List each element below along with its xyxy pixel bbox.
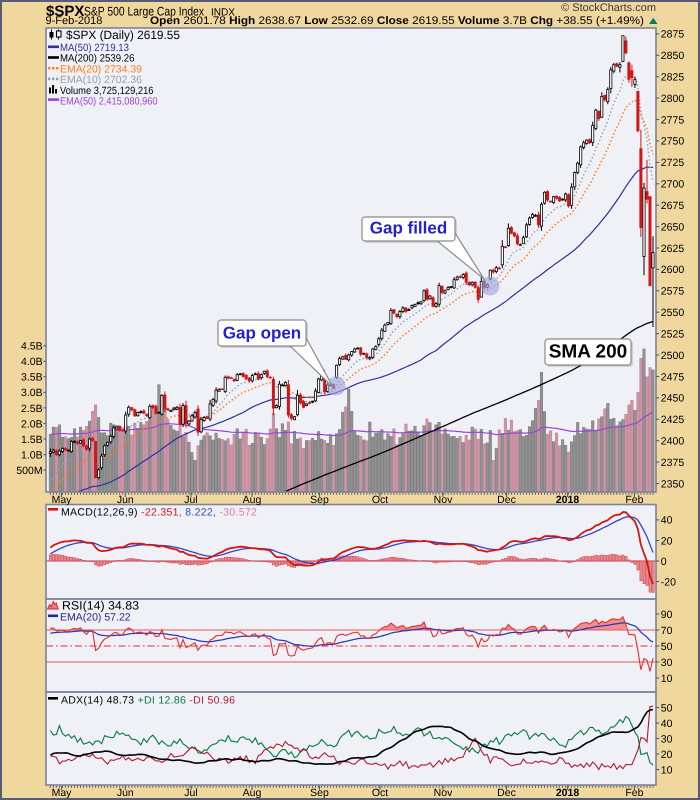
svg-text:10: 10 xyxy=(661,673,673,685)
svg-text:40: 40 xyxy=(661,718,673,730)
svg-text:2550: 2550 xyxy=(661,307,685,319)
svg-text:MA(200) 2539.26: MA(200) 2539.26 xyxy=(60,53,135,65)
svg-text:2575: 2575 xyxy=(661,286,685,298)
svg-text:Dec: Dec xyxy=(497,494,516,506)
svg-text:0: 0 xyxy=(661,556,667,568)
svg-text:2875: 2875 xyxy=(661,29,685,41)
svg-text:2400: 2400 xyxy=(661,435,685,447)
svg-text:Nov: Nov xyxy=(434,787,453,799)
svg-text:INDX: INDX xyxy=(211,7,235,19)
svg-text:$SPX (Daily) 2619.55: $SPX (Daily) 2619.55 xyxy=(66,28,180,42)
svg-text:90: 90 xyxy=(661,609,673,621)
svg-text:MACD(12,26,9) -22.351, 8.222,: MACD(12,26,9) -22.351, 8.222, -30.572 xyxy=(61,507,257,519)
svg-text:30: 30 xyxy=(661,733,673,745)
svg-text:2475: 2475 xyxy=(661,371,685,383)
svg-text:2018: 2018 xyxy=(556,787,580,799)
svg-text:2700: 2700 xyxy=(661,179,685,191)
svg-text:2650: 2650 xyxy=(661,221,685,233)
svg-text:30: 30 xyxy=(661,657,673,669)
svg-text:2500: 2500 xyxy=(661,350,685,362)
svg-text:RSI(14) 34.83: RSI(14) 34.83 xyxy=(62,599,139,613)
svg-text:$SPX: $SPX xyxy=(46,3,84,20)
svg-text:1.0B: 1.0B xyxy=(21,449,43,461)
svg-text:May: May xyxy=(52,494,73,506)
svg-text:EMA(20) 2734.39: EMA(20) 2734.39 xyxy=(60,63,142,75)
svg-text:Gap open: Gap open xyxy=(223,324,301,343)
svg-text:SMA 200: SMA 200 xyxy=(549,342,628,363)
svg-text:MA(50) 2719.13: MA(50) 2719.13 xyxy=(60,42,129,54)
svg-text:ADX(14) 48.73 +DI 12.86 -DI 50: ADX(14) 48.73 +DI 12.86 -DI 50.96 xyxy=(61,695,235,707)
svg-text:2450: 2450 xyxy=(661,393,685,405)
svg-text:2600: 2600 xyxy=(661,264,685,276)
svg-text:Sep: Sep xyxy=(310,494,329,506)
svg-text:10: 10 xyxy=(661,764,673,776)
svg-text:May: May xyxy=(52,787,73,799)
svg-text:2.5B: 2.5B xyxy=(21,403,43,415)
svg-text:Jun: Jun xyxy=(117,494,134,506)
svg-text:2375: 2375 xyxy=(661,457,685,469)
svg-text:2725: 2725 xyxy=(661,157,685,169)
svg-text:Aug: Aug xyxy=(243,787,262,799)
svg-text:1.5B: 1.5B xyxy=(21,434,43,446)
svg-text:20: 20 xyxy=(661,749,673,761)
svg-text:9-Feb-2018: 9-Feb-2018 xyxy=(46,15,103,27)
svg-text:2.0B: 2.0B xyxy=(21,418,43,430)
svg-text:© StockCharts.com: © StockCharts.com xyxy=(561,2,656,14)
svg-text:-20: -20 xyxy=(661,576,676,588)
svg-text:2675: 2675 xyxy=(661,200,685,212)
svg-text:2350: 2350 xyxy=(661,478,685,490)
svg-text:Sep: Sep xyxy=(310,787,329,799)
svg-text:4.0B: 4.0B xyxy=(21,356,43,368)
svg-text:3.0B: 3.0B xyxy=(21,387,43,399)
svg-text:500M: 500M xyxy=(16,465,42,477)
svg-text:2425: 2425 xyxy=(661,414,685,426)
svg-text:2775: 2775 xyxy=(661,114,685,126)
svg-text:Volume 3,725,129,216: Volume 3,725,129,216 xyxy=(60,85,154,97)
svg-text:4.5B: 4.5B xyxy=(21,341,43,353)
svg-text:S&P 500 Large Cap Index: S&P 500 Large Cap Index xyxy=(84,5,205,19)
svg-text:Aug: Aug xyxy=(243,494,262,506)
svg-text:Nov: Nov xyxy=(434,494,453,506)
svg-text:Jun: Jun xyxy=(117,787,134,799)
svg-text:40: 40 xyxy=(661,515,673,527)
svg-text:EMA(20) 57.22: EMA(20) 57.22 xyxy=(60,612,131,624)
svg-text:2825: 2825 xyxy=(661,72,685,84)
svg-text:50: 50 xyxy=(661,641,673,653)
svg-text:20: 20 xyxy=(661,535,673,547)
svg-text:Feb: Feb xyxy=(625,494,643,506)
svg-text:Gap filled: Gap filled xyxy=(370,219,447,238)
svg-text:EMA(50) 2,415,080,960: EMA(50) 2,415,080,960 xyxy=(60,96,158,108)
svg-text:2525: 2525 xyxy=(661,328,685,340)
svg-text:Dec: Dec xyxy=(497,787,516,799)
svg-text:2800: 2800 xyxy=(661,93,685,105)
svg-text:Jul: Jul xyxy=(184,494,197,506)
svg-text:2625: 2625 xyxy=(661,243,685,255)
svg-text:2750: 2750 xyxy=(661,136,685,148)
svg-text:Feb: Feb xyxy=(625,787,643,799)
svg-text:3.5B: 3.5B xyxy=(21,372,43,384)
svg-text:Oct: Oct xyxy=(372,494,388,506)
svg-text:2018: 2018 xyxy=(556,494,580,506)
svg-text:Jul: Jul xyxy=(184,787,197,799)
svg-text:2850: 2850 xyxy=(661,50,685,62)
svg-text:Open 2601.78 High 2638.67 Low: Open 2601.78 High 2638.67 Low 2532.69 Cl… xyxy=(150,15,644,27)
svg-text:EMA(10) 2702.36: EMA(10) 2702.36 xyxy=(60,74,142,86)
svg-text:70: 70 xyxy=(661,625,673,637)
svg-text:50: 50 xyxy=(661,702,673,714)
svg-text:Oct: Oct xyxy=(372,787,388,799)
